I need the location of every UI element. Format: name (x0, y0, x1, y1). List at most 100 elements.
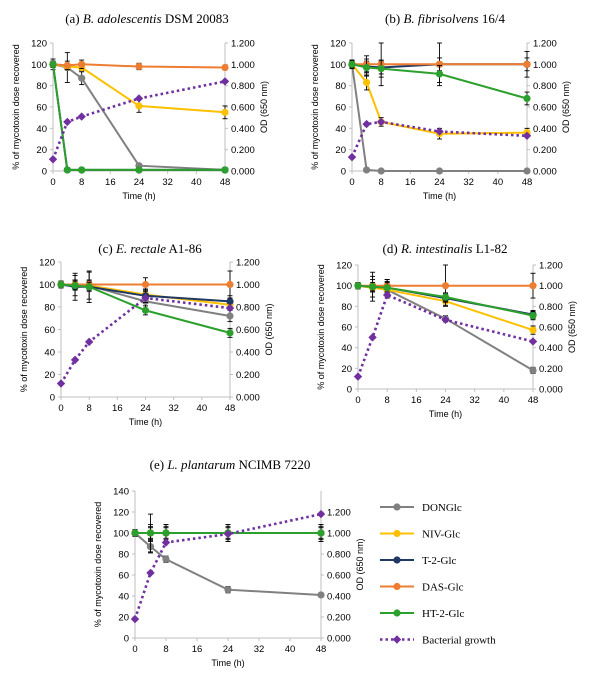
y-tick-label: 40 (341, 343, 352, 354)
data-point (162, 555, 170, 563)
panel-title: (a) B. adolescentis DSM 20083 (65, 11, 229, 26)
data-point (57, 280, 65, 289)
data-point (362, 119, 371, 129)
y-axis-title: % of mycotoxin dose recovered (19, 267, 29, 393)
series-bacterial-growth (347, 117, 532, 162)
x-axis-title: Time (h) (429, 409, 462, 419)
y2-tick-label: 0.400 (231, 124, 255, 135)
x-tick-label: 32 (162, 177, 173, 188)
data-point (141, 293, 150, 303)
series-bacterial-growth (130, 509, 326, 624)
y2-axis-title: OD (650 nm) (561, 81, 571, 133)
y2-tick-label: 0.200 (533, 145, 557, 156)
chart-panel-c: (c) E. rectale A1-860204060801001200.000… (19, 241, 274, 427)
legend-label: T-2-Glc (422, 555, 457, 567)
y-tick-label: 0 (42, 167, 47, 178)
y2-tick-label: 0.000 (327, 634, 351, 645)
data-point (48, 155, 58, 164)
y-tick-label: 120 (39, 258, 55, 269)
y-tick-label: 40 (118, 592, 129, 603)
series-das-glc (49, 59, 229, 72)
y-tick-label: 120 (113, 508, 129, 519)
y2-tick-label: 0.200 (539, 364, 563, 375)
x-tick-label: 32 (463, 177, 474, 188)
y2-tick-label: 1.000 (539, 281, 563, 292)
series-line-bacterial-growth (356, 293, 534, 378)
data-point (135, 166, 143, 174)
panel-title-species: B. adolescentis (83, 11, 162, 26)
x-tick-label: 0 (355, 395, 360, 406)
legend-item-bacterial-growth: Bacterial growth (380, 635, 496, 647)
data-point (441, 282, 450, 290)
panel-title-species: E. rectale (115, 241, 166, 256)
y2-tick-label: 1.200 (327, 508, 351, 519)
data-point (383, 284, 391, 292)
data-point (225, 303, 235, 313)
y2-tick-label: 1.000 (327, 529, 351, 540)
data-point (316, 509, 326, 519)
x-tick-label: 16 (192, 644, 203, 655)
y2-tick-label: 0.000 (539, 385, 563, 396)
y2-tick-label: 0.800 (533, 81, 557, 92)
data-point (226, 280, 234, 289)
data-point (78, 60, 86, 68)
series-bacterial-growth (48, 77, 230, 164)
panel-title: (b) B. fibrisolvens 16/4 (385, 11, 505, 26)
y-tick-label: 20 (36, 145, 47, 156)
data-point (70, 355, 80, 365)
data-point (131, 529, 139, 537)
data-point (130, 614, 140, 624)
y-tick-label: 80 (44, 303, 55, 314)
data-point (529, 282, 537, 290)
x-tick-label: 8 (163, 644, 168, 655)
y-tick-label: 0 (347, 385, 352, 396)
data-point (85, 283, 93, 291)
panel-title-strain: L1-82 (472, 241, 507, 256)
panel-title: (d) R. intestinalis L1-82 (383, 241, 508, 256)
data-point (368, 283, 377, 291)
x-tick-label: 48 (316, 644, 327, 655)
data-point (348, 60, 356, 68)
legend-label: NIV-Glc (422, 529, 460, 541)
y-tick-label: 100 (31, 60, 47, 71)
x-axis-title: Time (h) (423, 191, 456, 201)
data-point (522, 131, 532, 140)
data-point (146, 529, 155, 537)
y2-axis-title: OD (650 nm) (567, 301, 577, 353)
legend-label: DONGlc (422, 502, 462, 514)
series-ht-2-glc (49, 60, 229, 174)
data-point (368, 333, 377, 342)
legend-marker (393, 529, 401, 538)
x-tick-label: 8 (79, 177, 84, 188)
data-point (226, 297, 234, 305)
series-ht-2-glc (354, 282, 537, 321)
data-point (63, 61, 71, 69)
panel-title-strain: 16/4 (479, 11, 506, 26)
x-tick-label: 24 (434, 177, 445, 188)
y2-tick-label: 0.000 (231, 167, 255, 178)
y2-tick-label: 1.200 (236, 258, 260, 269)
chart-panel-a: (a) B. adolescentis DSM 2008302040608010… (11, 11, 269, 201)
legend-marker (393, 556, 401, 564)
legend-label: HT-2-Glc (422, 608, 464, 620)
series-ht-2-glc (57, 280, 234, 338)
y-tick-label: 120 (330, 39, 346, 50)
y-tick-label: 120 (336, 261, 352, 272)
x-axis-title: Time (h) (122, 191, 155, 201)
data-point (226, 329, 234, 337)
y-axis-title: % of mycotoxin dose recovered (11, 44, 21, 170)
panel-title-prefix: (a) (65, 11, 83, 26)
y2-tick-label: 0.800 (236, 303, 260, 314)
y2-tick-label: 1.000 (533, 60, 557, 71)
data-point (221, 166, 229, 174)
data-point (56, 379, 66, 388)
y2-tick-label: 1.000 (236, 280, 260, 291)
y-tick-label: 100 (330, 60, 346, 71)
chart-panel-d: (d) R. intestinalis L1-82020406080100120… (316, 241, 577, 419)
data-point (376, 117, 386, 127)
y2-tick-label: 0.600 (533, 103, 557, 114)
y-tick-label: 20 (44, 370, 55, 381)
data-point (317, 529, 325, 537)
x-tick-label: 40 (499, 395, 510, 406)
panel-title-species: R. intestinalis (400, 241, 473, 256)
